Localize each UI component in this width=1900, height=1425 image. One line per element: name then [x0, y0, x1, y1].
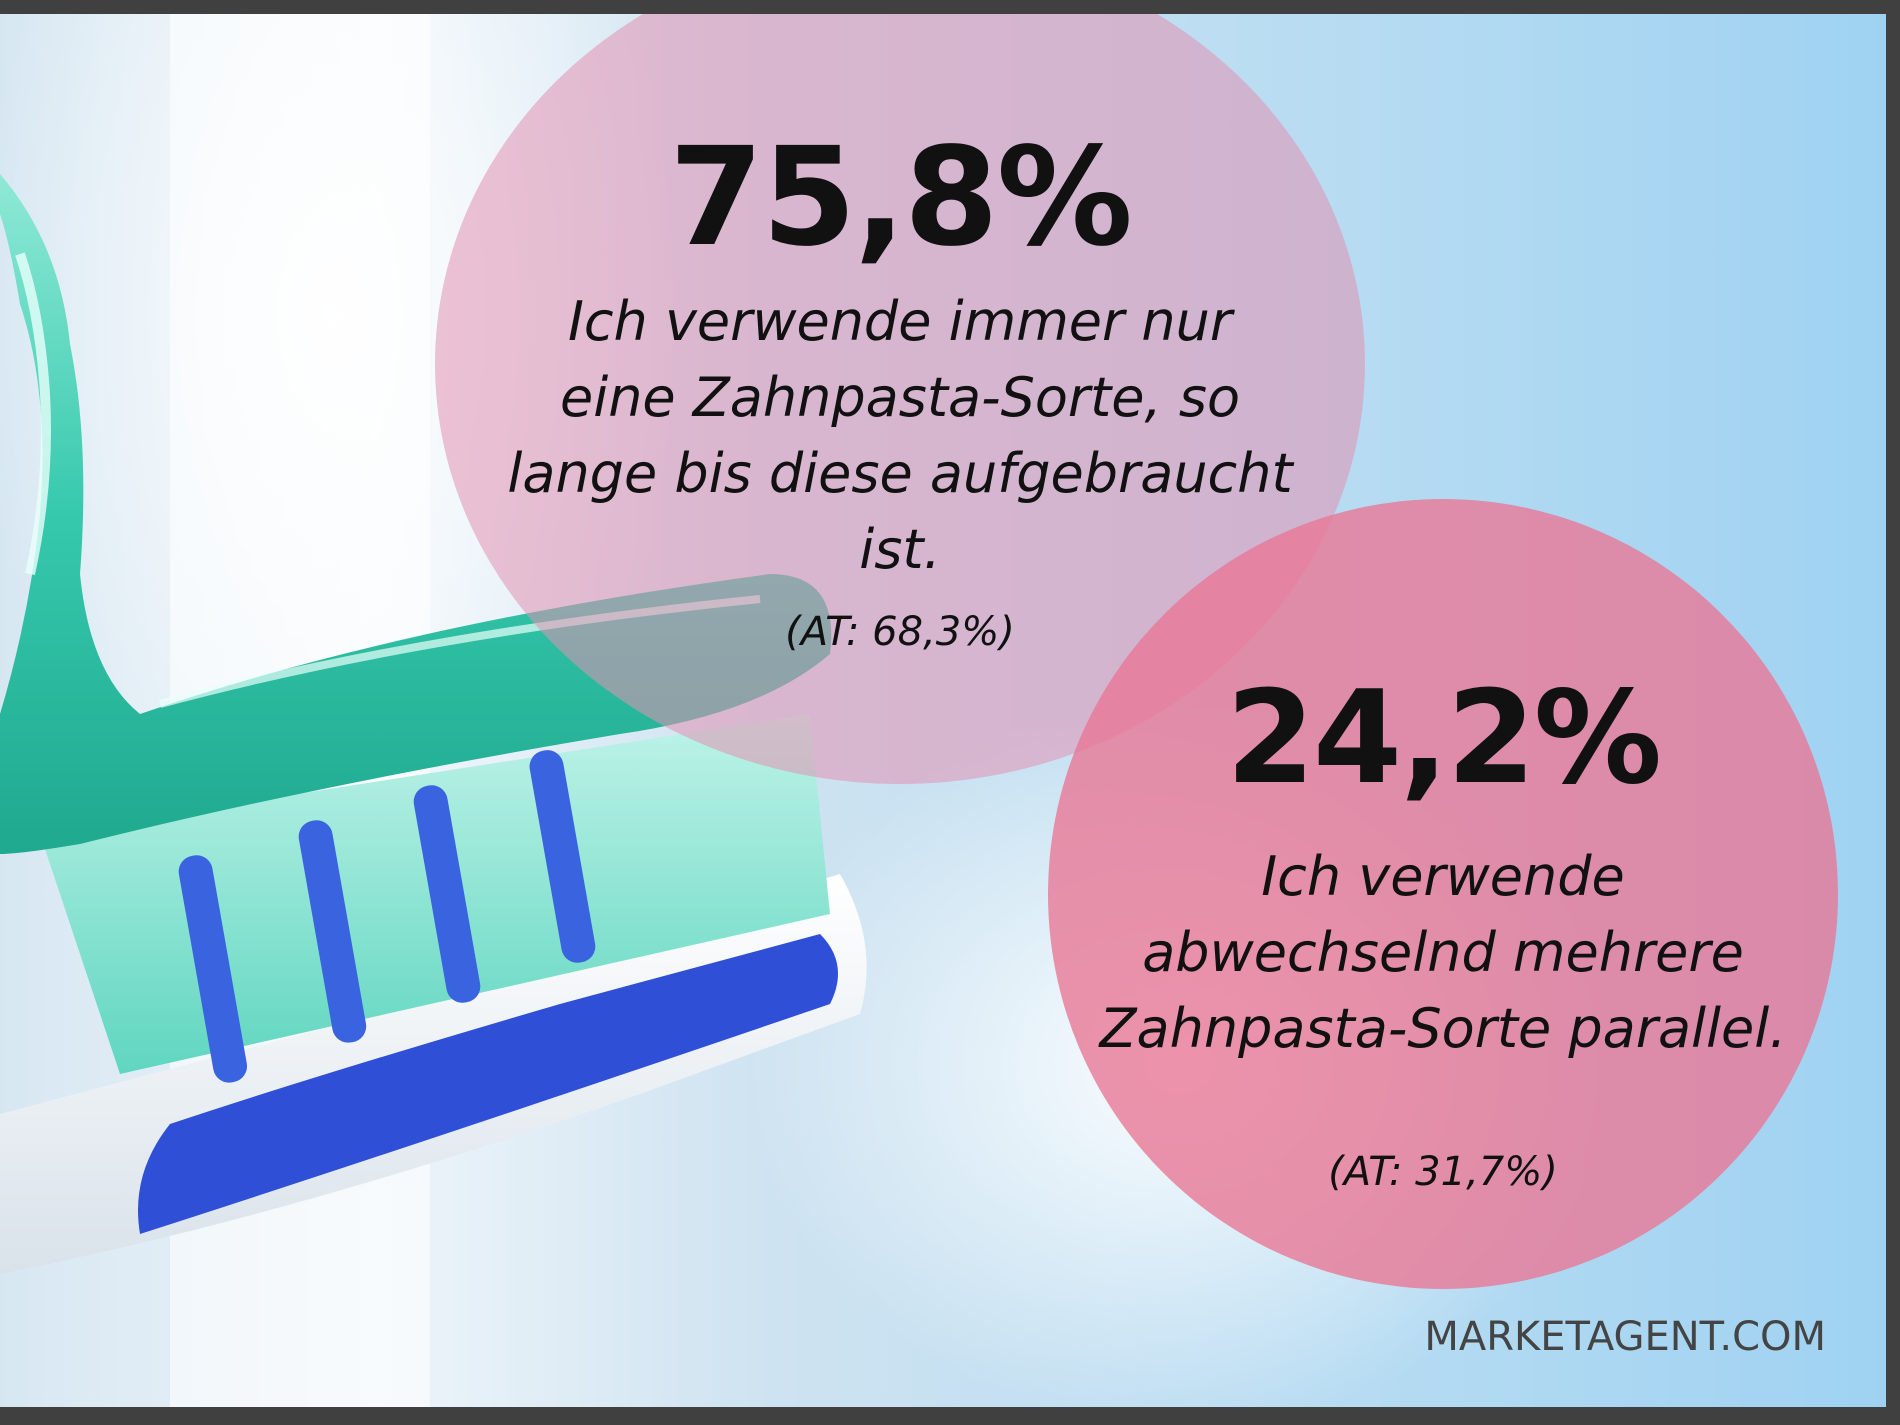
stat-at-comparison: (AT: 31,7%) [1328, 1149, 1558, 1195]
stat-bubble-multiple-brands: 24,2% Ich verwende abwechselnd mehrere Z… [1048, 499, 1838, 1289]
stat-statement: Ich verwende abwechselnd mehrere Zahnpas… [1099, 845, 1787, 1060]
stat-at-comparison: (AT: 68,3%) [785, 609, 1015, 655]
toothbrush-grip [138, 934, 838, 1234]
stat-percent: 75,8% [669, 119, 1133, 277]
stat-percent: 24,2% [1225, 664, 1662, 813]
stat-statement: Ich verwende immer nur eine Zahnpasta-So… [507, 290, 1293, 581]
blue-bristle-tufts [178, 750, 596, 1083]
infographic-canvas: 75,8% Ich verwende immer nur eine Zahnpa… [0, 14, 1886, 1407]
brand-logo: MARKETAGENT.COM [1424, 1314, 1826, 1360]
